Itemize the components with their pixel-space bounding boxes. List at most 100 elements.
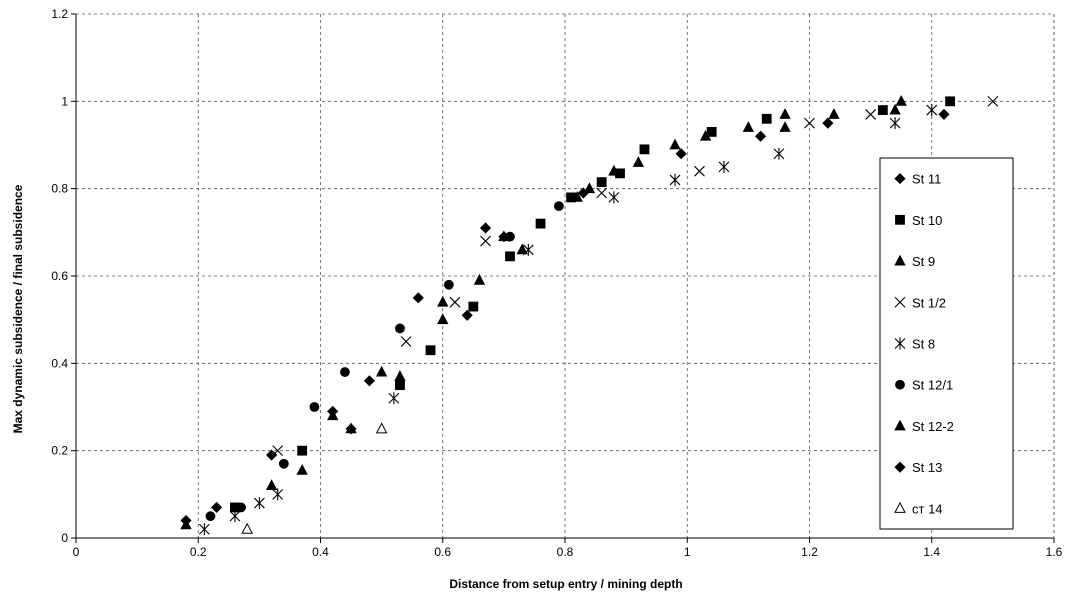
data-point <box>443 279 454 290</box>
data-point <box>425 345 436 356</box>
data-points <box>180 94 999 536</box>
legend-marker <box>895 379 905 390</box>
data-point <box>345 423 357 435</box>
data-point <box>755 130 767 142</box>
data-point <box>461 309 473 321</box>
series-ст-14 <box>241 422 388 534</box>
y-tick-label: 0.4 <box>51 356 68 370</box>
data-point <box>761 113 772 124</box>
data-point <box>468 301 479 312</box>
data-point <box>779 108 791 119</box>
data-point <box>706 127 717 137</box>
data-point <box>205 511 216 522</box>
legend-marker <box>894 296 906 308</box>
axes <box>71 13 1055 543</box>
series-st-10 <box>230 96 955 513</box>
legend-label: St 9 <box>912 254 935 269</box>
data-point <box>412 292 424 304</box>
gridlines <box>76 13 1055 538</box>
data-point <box>272 445 284 457</box>
data-point <box>479 222 492 234</box>
data-point <box>266 449 278 461</box>
x-tick-label: 0 <box>73 545 80 559</box>
data-point <box>473 274 486 285</box>
legend-marker <box>894 461 906 473</box>
legend-label: ст 14 <box>912 501 943 516</box>
data-point <box>694 165 705 177</box>
x-tick-label: 1.4 <box>923 545 940 559</box>
data-point <box>779 121 791 132</box>
data-point <box>388 392 400 405</box>
data-point <box>804 117 815 129</box>
y-tick-label: 1.2 <box>51 7 68 21</box>
data-point <box>675 148 687 160</box>
y-tick-label: 0.2 <box>51 444 68 458</box>
data-point <box>505 251 515 262</box>
legend-marker <box>894 173 906 185</box>
data-point <box>895 94 907 106</box>
data-point <box>236 502 246 513</box>
data-point <box>309 402 320 412</box>
data-point <box>296 463 308 475</box>
data-point <box>669 173 681 186</box>
legend-label: St 11 <box>912 172 941 187</box>
x-tick-label: 1 <box>684 545 691 559</box>
data-point <box>327 409 339 421</box>
series-st-1-2 <box>272 95 999 457</box>
x-tick-label: 0.8 <box>557 545 574 559</box>
data-point <box>987 95 999 107</box>
data-point <box>773 147 785 160</box>
data-point <box>437 295 449 307</box>
data-point <box>889 117 901 130</box>
data-point <box>241 522 253 534</box>
data-point <box>535 218 546 229</box>
series-st-9 <box>265 94 907 491</box>
data-point <box>865 109 877 120</box>
y-tick-label: 0 <box>61 531 68 545</box>
series-st-12-1 <box>205 201 564 522</box>
data-point <box>395 323 405 334</box>
data-point <box>198 523 210 536</box>
data-point <box>742 121 755 132</box>
data-point <box>400 336 412 347</box>
data-point <box>699 129 712 141</box>
legend-label: St 10 <box>912 213 942 228</box>
data-point <box>211 501 223 513</box>
data-point <box>522 243 534 256</box>
data-point <box>395 380 405 391</box>
data-point <box>480 235 491 247</box>
data-point <box>278 458 289 469</box>
data-point <box>608 164 620 176</box>
legend-label: St 12-2 <box>912 419 954 434</box>
data-point <box>718 160 730 173</box>
x-tick-label: 1.2 <box>801 545 818 559</box>
data-point <box>180 518 192 530</box>
legend-marker <box>894 337 906 350</box>
series-st-12-2 <box>180 121 791 530</box>
data-point <box>265 479 278 491</box>
data-point <box>375 365 388 377</box>
x-tick-label: 0.6 <box>434 545 451 559</box>
y-tick-label: 1 <box>61 94 68 108</box>
data-point <box>877 105 888 115</box>
y-axis-title: Max dynamic subsidence / final subsidenc… <box>11 184 25 433</box>
data-point <box>639 144 650 155</box>
x-tick-label: 0.4 <box>312 545 329 559</box>
data-point <box>553 201 564 212</box>
legend-label: St 12/1 <box>912 378 953 393</box>
data-point <box>669 138 681 150</box>
y-tick-label: 0.8 <box>51 182 68 196</box>
data-point <box>583 182 596 194</box>
data-point <box>498 231 510 243</box>
data-point <box>945 96 955 107</box>
y-tick-label: 0.6 <box>51 269 68 283</box>
data-point <box>938 108 950 120</box>
data-point <box>297 445 308 456</box>
data-point <box>253 497 265 510</box>
data-point <box>596 187 608 199</box>
series-st-11 <box>180 108 950 527</box>
tick-labels: 0 0.2 0.4 0.6 0.8 1 1.2 1.4 1.6 0 0.2 0.4 0.6 0.8 1 1.2 <box>51 7 1062 559</box>
legend-label: St 1/2 <box>912 295 946 310</box>
data-point <box>632 156 645 167</box>
